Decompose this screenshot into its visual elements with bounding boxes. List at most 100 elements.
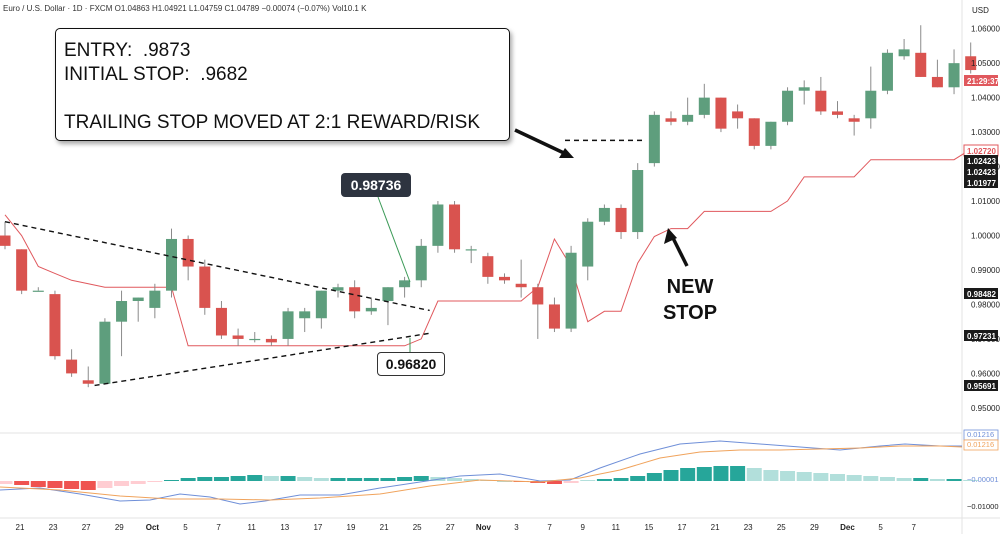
candle-body	[948, 63, 960, 88]
candle	[282, 307, 294, 346]
x-tick-label: 15	[644, 523, 653, 532]
high-label-connector	[377, 196, 411, 283]
x-tick-label: 9	[580, 523, 585, 532]
candle-body	[315, 290, 327, 319]
macd-hist-bar	[263, 476, 279, 481]
macd-hist-bar	[730, 466, 746, 481]
candle	[965, 42, 977, 74]
candle	[548, 297, 560, 333]
macd-hist-bar	[913, 478, 929, 481]
macd-hist-bar	[546, 481, 562, 484]
y-tick-label: 1.00000	[971, 232, 1000, 241]
macd-hist-bar	[0, 481, 13, 484]
candle-body	[898, 49, 910, 57]
candle	[865, 66, 877, 129]
new-stop-line-1: NEW	[666, 276, 714, 298]
low-price-label: 0.96820	[377, 352, 445, 376]
candle	[782, 87, 794, 126]
axis-layer: 0.950000.960000.970000.980000.990001.000…	[16, 25, 1000, 532]
candle	[682, 97, 694, 126]
macd-hist-bar	[164, 480, 179, 481]
macd-hist-bar	[863, 476, 879, 481]
x-tick-label: 7	[216, 523, 221, 532]
x-tick-label: 25	[777, 523, 786, 532]
price-tag-bg	[964, 155, 998, 166]
y-tick-label: 1.05000	[971, 59, 1000, 68]
macd-hist-bar	[197, 477, 213, 481]
candle-body	[748, 118, 760, 146]
candle	[299, 307, 311, 333]
lower-trendline	[94, 332, 430, 387]
trailing-stop-text: TRAILING STOP MOVED AT 2:1 REWARD/RISK	[64, 112, 480, 133]
macd-hist-bar	[180, 478, 196, 481]
macd-hist-bar	[746, 468, 762, 481]
candle-body	[432, 204, 444, 246]
macd-hist-bar	[97, 481, 113, 488]
candle-body	[116, 301, 128, 322]
macd-hist-bar	[30, 481, 46, 487]
y-tick-label: 1.01000	[971, 197, 1000, 206]
price-tag-bg	[964, 288, 998, 299]
candle	[499, 273, 510, 284]
x-tick-label: 29	[115, 523, 124, 532]
candle	[632, 163, 644, 239]
candle	[565, 245, 577, 333]
price-tag-bg	[964, 380, 998, 391]
macd-hist-bar	[497, 481, 512, 482]
candle-body	[798, 87, 810, 91]
x-tick-label: Oct	[146, 523, 160, 532]
candle	[382, 287, 394, 326]
candle	[449, 201, 461, 253]
candle	[465, 245, 477, 264]
x-tick-label: 21	[380, 523, 389, 532]
candle	[948, 49, 960, 95]
candle-body	[881, 52, 893, 91]
candle-body	[915, 52, 927, 77]
candle-body	[931, 76, 943, 88]
new-stop-arrow-shaft	[670, 235, 689, 267]
candle-body	[765, 121, 777, 146]
candle	[365, 297, 377, 315]
candle	[532, 283, 544, 339]
macd-hist-bar	[613, 478, 629, 481]
currency-label: USD	[972, 6, 989, 15]
candle-body	[299, 311, 311, 319]
x-tick-label: 17	[678, 523, 687, 532]
x-tick-label: 29	[810, 523, 819, 532]
high-price-label: 0.98736	[341, 173, 411, 197]
new-stop-label: NEW STOP	[655, 274, 725, 326]
candle	[415, 238, 427, 288]
macd-hist-bar	[830, 474, 845, 481]
change-value: −0.00074 (−0.07%)	[261, 4, 330, 13]
price-tag-bg	[964, 330, 998, 341]
candle	[182, 235, 194, 281]
x-tick-label: 23	[49, 523, 58, 532]
new-stop-arrow-head	[664, 228, 677, 244]
macd-hist-bar	[896, 478, 912, 481]
candle	[349, 280, 361, 319]
candle	[132, 297, 144, 322]
candle-body	[965, 56, 977, 71]
price-tag-label: 0.98482	[967, 290, 996, 299]
candle-body	[615, 207, 627, 233]
candle-body	[682, 114, 694, 122]
x-tick-label: 11	[248, 523, 257, 532]
candle-body	[698, 97, 710, 115]
x-tick-label: 7	[547, 523, 552, 532]
x-tick-label: 27	[82, 523, 91, 532]
candle-body	[499, 276, 510, 281]
macd-hist-bar	[47, 481, 63, 488]
candle-body	[648, 114, 660, 164]
upper-trendline	[4, 221, 430, 312]
price-tag-label: 1.02423	[967, 168, 996, 177]
candle-body	[0, 235, 11, 246]
macd-hist-bar	[80, 481, 96, 490]
candle	[881, 49, 893, 95]
entry-arrow-head	[559, 148, 574, 158]
candle	[332, 283, 344, 298]
macd-axis-label: 0.01216	[967, 430, 994, 439]
arrow-layer	[377, 128, 689, 352]
x-tick-label: 25	[413, 523, 422, 532]
macd-hist-bar	[813, 473, 829, 481]
symbol-legend: Euro / U.S. Dollar · 1D · FXCM O1.04863 …	[3, 4, 366, 13]
